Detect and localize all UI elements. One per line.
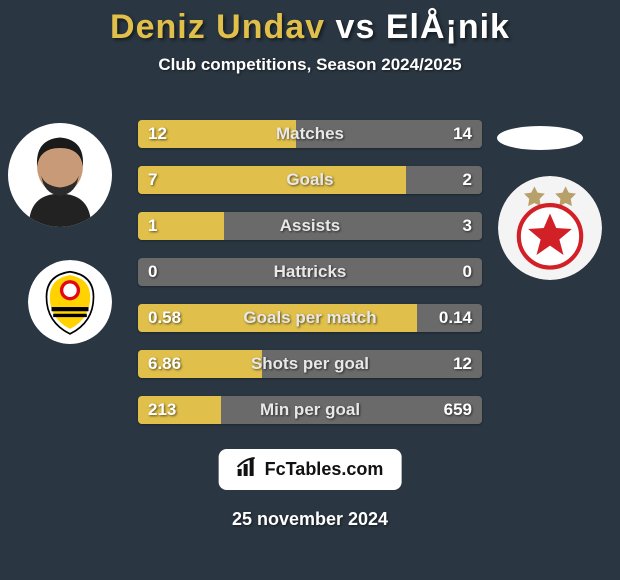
branding: FcTables.com xyxy=(219,449,402,490)
stat-row: Matches12 14 xyxy=(138,120,482,148)
stat-value-right: 12 xyxy=(453,350,472,378)
avatar-graphic xyxy=(8,123,112,227)
stat-label: Goals per match xyxy=(138,304,482,332)
stat-label: Hattricks xyxy=(138,258,482,286)
stat-value-right: 3 xyxy=(463,212,472,240)
player1-avatar xyxy=(8,123,112,227)
player2-club-badge xyxy=(498,176,602,280)
stat-row: Goals7 2 xyxy=(138,166,482,194)
stat-label: Min per goal xyxy=(138,396,482,424)
stat-label: Shots per goal xyxy=(138,350,482,378)
stat-value-right: 659 xyxy=(444,396,472,424)
stat-label: Goals xyxy=(138,166,482,194)
stat-value-left: 0.58 xyxy=(148,304,181,332)
stat-value-right: 2 xyxy=(463,166,472,194)
stat-row: Goals per match0.58 0.14 xyxy=(138,304,482,332)
player1-club-badge xyxy=(28,260,112,344)
stat-label: Matches xyxy=(138,120,482,148)
branding-text: FcTables.com xyxy=(265,459,384,480)
title-player1: Deniz Undav xyxy=(110,8,325,46)
stat-row: Shots per goal6.86 12 xyxy=(138,350,482,378)
title-player2: ElÅ¡nik xyxy=(386,8,510,46)
stat-value-left: 6.86 xyxy=(148,350,181,378)
stat-value-right: 0 xyxy=(463,258,472,286)
stat-label: Assists xyxy=(138,212,482,240)
player2-avatar xyxy=(497,126,583,150)
stat-value-left: 12 xyxy=(148,120,167,148)
subtitle: Club competitions, Season 2024/2025 xyxy=(0,55,620,75)
stat-value-left: 213 xyxy=(148,396,176,424)
page-title: Deniz Undav vs ElÅ¡nik xyxy=(0,0,620,47)
chart-icon xyxy=(237,457,259,482)
stats-bars: Matches1214Goals72Assists13Hattricks00Go… xyxy=(138,120,482,442)
stat-value-right: 0.14 xyxy=(439,304,472,332)
title-vs: vs xyxy=(336,8,376,46)
stat-row: Min per goal213 659 xyxy=(138,396,482,424)
stat-value-right: 14 xyxy=(453,120,472,148)
date-text: 25 november 2024 xyxy=(0,509,620,530)
badge-graphic xyxy=(498,176,602,280)
stat-value-left: 0 xyxy=(148,258,157,286)
stat-row: Assists1 3 xyxy=(138,212,482,240)
stat-value-left: 1 xyxy=(148,212,157,240)
stat-value-left: 7 xyxy=(148,166,157,194)
stat-row: Hattricks0 0 xyxy=(138,258,482,286)
badge-graphic xyxy=(28,260,112,344)
